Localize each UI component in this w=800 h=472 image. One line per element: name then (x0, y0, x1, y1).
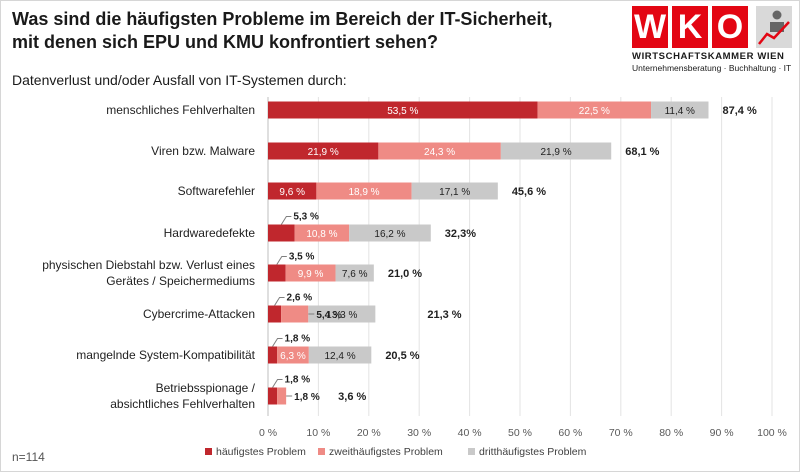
bar-segment (268, 388, 277, 405)
data-label: 3,5 % (289, 252, 315, 263)
category-label: Gerätes / Speichermediums (106, 274, 255, 288)
x-tick-label: 50 % (508, 427, 532, 439)
category-label: Viren bzw. Malware (151, 144, 255, 158)
stacked-bar-chart: 0 % 10 % 20 % 30 % 40 % 50 % 60 % 70 % 80 % 90 % 1… (0, 0, 800, 472)
total-label: 32,3% (445, 228, 476, 240)
total-label: 68,1 % (625, 146, 659, 158)
legend-label: dritthäufigstes Problem (479, 446, 587, 458)
leader-line (273, 339, 283, 347)
data-label: 9,6 % (279, 187, 305, 198)
x-tick-label: 100 % (757, 427, 787, 439)
data-label: 22,5 % (579, 106, 610, 117)
x-tick-label: 40 % (458, 427, 482, 439)
category-label: absichtliches Fehlverhalten (110, 397, 255, 411)
x-tick-label: 90 % (710, 427, 734, 439)
bar-segment (268, 225, 295, 242)
data-label: 5,3 % (293, 212, 319, 223)
data-label: 16,2 % (374, 229, 405, 240)
data-label: 10,8 % (306, 229, 337, 240)
x-tick-label: 30 % (407, 427, 431, 439)
data-label: 17,1 % (439, 187, 470, 198)
leader-line (273, 380, 283, 388)
legend-label: zweithäufigstes Problem (329, 446, 443, 458)
total-label: 20,5 % (385, 350, 419, 362)
category-label: physischen Diebstahl bzw. Verlust eines (42, 258, 255, 272)
data-label: 5,4 % (316, 310, 342, 321)
legend-swatch (205, 448, 212, 455)
leader-line (277, 257, 287, 265)
data-label: 12,4 % (325, 351, 356, 362)
legend-label: häufigstes Problem (216, 446, 306, 458)
bar-segment (268, 306, 281, 323)
data-label: 9,9 % (298, 269, 324, 280)
total-label: 3,6 % (338, 391, 366, 403)
category-label: Cybercrime-Attacken (143, 307, 255, 321)
data-label: 53,5 % (387, 106, 418, 117)
data-label: 21,9 % (308, 147, 339, 158)
data-label: 2,6 % (287, 293, 313, 304)
x-tick-label: 10 % (306, 427, 330, 439)
data-label: 1,8 % (285, 375, 311, 386)
data-label: 21,9 % (540, 147, 571, 158)
x-tick-label: 20 % (357, 427, 381, 439)
bar-segment (268, 347, 277, 364)
category-label: Betriebsspionage / (156, 381, 256, 395)
category-label: mangelnde System-Kompatibilität (76, 348, 255, 362)
x-tick-label: 70 % (609, 427, 633, 439)
data-label: 11,4 % (665, 106, 695, 117)
category-label: Hardwaredefekte (164, 226, 256, 240)
category-label: menschliches Fehlverhalten (106, 103, 255, 117)
total-label: 45,6 % (512, 186, 546, 198)
total-label: 87,4 % (722, 105, 756, 117)
leader-line (275, 298, 285, 306)
data-label: 7,6 % (342, 269, 368, 280)
data-label: 24,3 % (424, 147, 455, 158)
data-label: 1,8 % (285, 334, 311, 345)
x-tick-label: 60 % (558, 427, 582, 439)
legend-swatch (318, 448, 325, 455)
category-label: Softwarefehler (178, 184, 255, 198)
bar-segment (281, 306, 308, 323)
sample-size-note: n=114 (12, 450, 45, 464)
bar-segment (268, 265, 286, 282)
legend-swatch (468, 448, 475, 455)
leader-line (281, 217, 291, 225)
total-label: 21,3 % (427, 309, 461, 321)
data-label: 6,3 % (280, 351, 306, 362)
x-tick-label: 80 % (659, 427, 683, 439)
data-label: 18,9 % (348, 187, 379, 198)
bar-segment (277, 388, 286, 405)
total-label: 21,0 % (388, 268, 422, 280)
x-tick-label: 0 % (259, 427, 277, 439)
data-label: 1,8 % (294, 392, 320, 403)
